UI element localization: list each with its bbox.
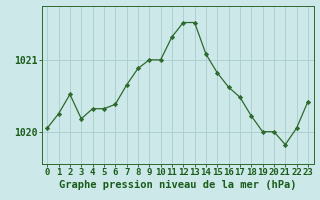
X-axis label: Graphe pression niveau de la mer (hPa): Graphe pression niveau de la mer (hPa) <box>59 180 296 190</box>
